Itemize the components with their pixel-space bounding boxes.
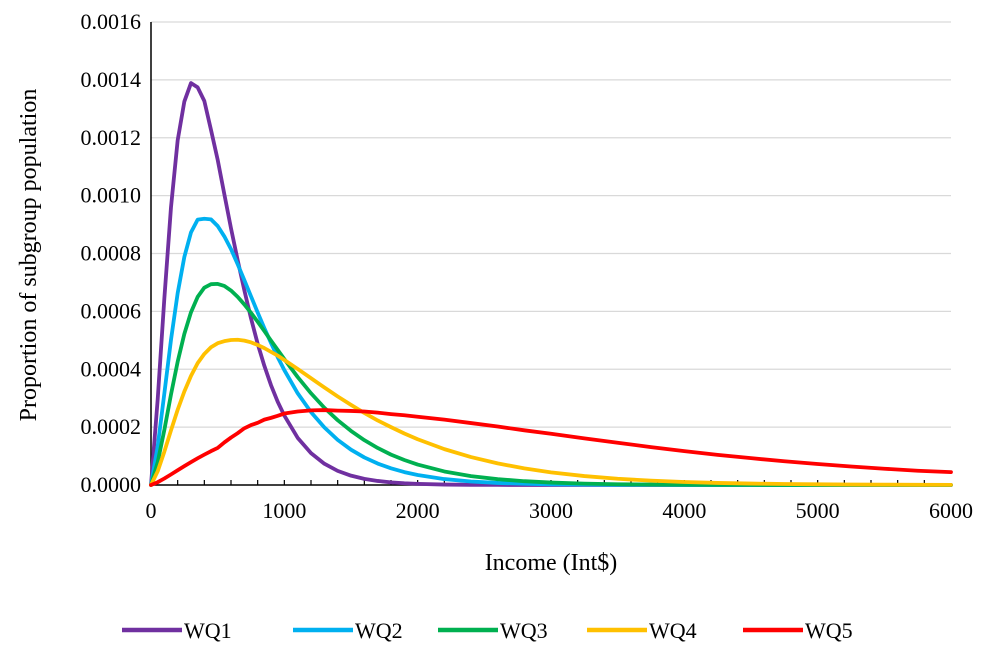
legend-label-wq2: WQ2 xyxy=(355,618,403,643)
x-tick-label: 3000 xyxy=(529,498,573,523)
x-tick-label: 1000 xyxy=(262,498,306,523)
series-lines xyxy=(149,81,953,487)
legend: WQ1 WQ2 WQ3 WQ4 WQ5 xyxy=(122,618,853,643)
legend-label-wq5: WQ5 xyxy=(805,618,853,643)
legend-label-wq4: WQ4 xyxy=(649,618,697,643)
y-tick-label: 0.0000 xyxy=(81,472,142,497)
series-line-wq1 xyxy=(149,81,953,487)
series-line-wq5 xyxy=(149,408,953,487)
x-tick-label: 5000 xyxy=(796,498,840,523)
series-line-wq3 xyxy=(149,281,953,487)
y-tick-label: 0.0010 xyxy=(81,183,142,208)
y-tick-label: 0.0004 xyxy=(81,356,142,381)
series-line-wq4 xyxy=(149,337,953,487)
y-tick-label: 0.0014 xyxy=(81,67,142,92)
y-tick-label: 0.0012 xyxy=(81,125,142,150)
x-tick-label: 4000 xyxy=(662,498,706,523)
y-axis-title: Proportion of subgroup population xyxy=(16,89,42,422)
x-tick-label: 0 xyxy=(146,498,157,523)
legend-label-wq3: WQ3 xyxy=(500,618,548,643)
tick-labels: 0.0000 0.0002 0.0004 0.0006 0.0008 0.0010 0.00… xyxy=(81,9,974,523)
y-tick-label: 0.0016 xyxy=(81,9,142,34)
legend-label-wq1: WQ1 xyxy=(184,618,232,643)
gridlines xyxy=(151,21,951,428)
y-tick-label: 0.0008 xyxy=(81,241,142,266)
x-axis-title: Income (Int$) xyxy=(485,550,618,576)
x-tick-label: 6000 xyxy=(929,498,973,523)
y-tick-label: 0.0006 xyxy=(81,298,142,323)
x-tick-label: 2000 xyxy=(396,498,440,523)
y-tick-label: 0.0002 xyxy=(81,414,142,439)
